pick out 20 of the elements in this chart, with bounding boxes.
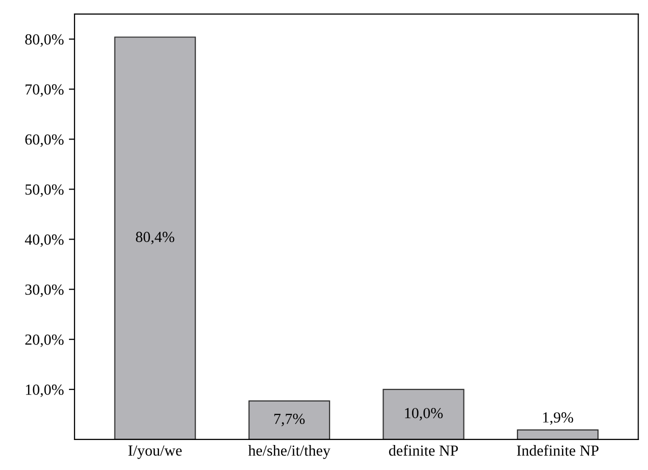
bar: [248, 400, 330, 440]
x-tick-label: definite NP: [389, 444, 458, 456]
data-label: 80,4%: [136, 232, 174, 244]
x-tick-label: I/you/we: [128, 445, 182, 459]
y-tick-label: 60,0%: [25, 134, 64, 147]
y-tick-label: 20,0%: [25, 334, 64, 348]
x-tick-label: he/she/it/they: [248, 445, 330, 459]
y-tick-label: 10,0%: [26, 384, 64, 398]
y-tick-label: 40,0%: [24, 234, 64, 247]
y-tick-label: 30,0%: [25, 284, 64, 297]
y-tick-label: 70,0%: [26, 84, 64, 97]
y-tick-label: 80,0%: [25, 34, 64, 47]
x-tick-label: Indefinite NP: [516, 444, 598, 456]
bar: [516, 429, 599, 440]
bar: [382, 388, 464, 440]
data-label: 10,0%: [405, 408, 443, 420]
data-label: 1,9%: [543, 412, 574, 425]
bar: [114, 36, 196, 440]
data-label: 7,7%: [274, 414, 305, 426]
y-tick-label: 50,0%: [26, 184, 64, 197]
